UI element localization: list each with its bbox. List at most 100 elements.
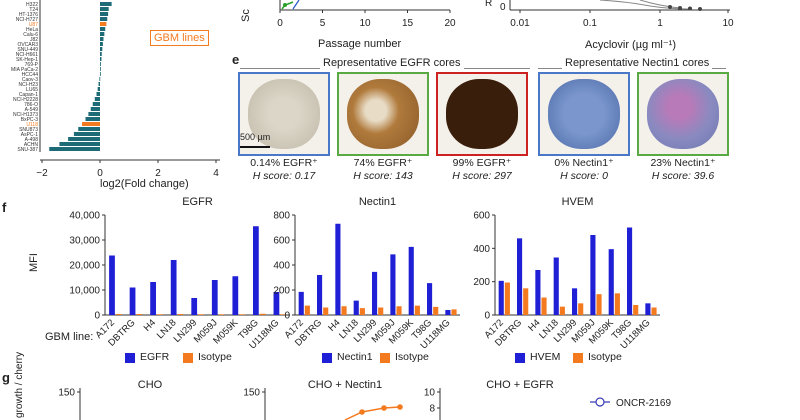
- bar: [232, 276, 239, 315]
- cell-line-label: HCC44: [22, 72, 39, 78]
- tissue-core-image: [238, 72, 330, 156]
- core-percent: 74% EGFR⁺: [353, 157, 413, 169]
- fold-change-bar: [100, 72, 101, 76]
- tissue-core-stain: [248, 79, 320, 149]
- fold-change-bar: [68, 137, 100, 141]
- bar: [427, 283, 433, 315]
- bar: [596, 294, 602, 315]
- y-tick-label: 30,000: [69, 236, 100, 247]
- panel-c-xlabel: Acyclovir (µg ml⁻¹): [585, 39, 676, 51]
- x-tick-label: −2: [36, 168, 48, 179]
- panel-b-ylabel: Sc: [240, 9, 252, 22]
- panel-f-ylabel: MFI: [28, 253, 40, 272]
- fold-change-bar: [85, 117, 100, 121]
- bar: [115, 314, 122, 315]
- fold-change-bar: [100, 12, 109, 16]
- cell-line-label: ACHN: [24, 142, 39, 148]
- legend-label: Isotype: [395, 351, 429, 363]
- gbm-line-row-label: GBM line:: [45, 331, 94, 343]
- x-tick-label: 0: [97, 168, 103, 179]
- panel-f-label: f: [2, 200, 7, 215]
- core-percent: 99% EGFR⁺: [452, 157, 512, 169]
- bar: [572, 288, 578, 315]
- legend-swatch: [573, 353, 583, 363]
- fold-change-bar: [100, 47, 103, 51]
- chart-title: CHO + Nectin1: [308, 379, 382, 391]
- tissue-core-image: [538, 72, 630, 156]
- legend-swatch: [380, 353, 390, 363]
- y-tick-label: 200: [273, 286, 290, 297]
- nectin-cores-title: Representative Nectin1 cores: [562, 57, 713, 69]
- cell-line-label: AsPC-1: [21, 132, 38, 138]
- x-tick-label: 15: [402, 18, 414, 29]
- bar: [191, 298, 198, 315]
- y-tick-label: 150: [58, 388, 75, 399]
- bar: [433, 306, 439, 315]
- x-tick-label: 5: [320, 18, 326, 29]
- legend-label: Isotype: [588, 351, 622, 363]
- cell-line-label: BxPC-3: [21, 117, 38, 123]
- data-point: [381, 405, 387, 411]
- panel-c-dose-curve: R 0 0.01 0.1 1 10: [485, 0, 734, 29]
- cell-line-label: Calu-6: [23, 32, 38, 38]
- bar: [253, 226, 259, 315]
- x-tick-label: 2: [155, 168, 161, 179]
- panel-b-line-chart: 0 5 10 15 20: [277, 0, 456, 29]
- y-axis-label: growth / cherry: [14, 352, 25, 418]
- legend-label: Nectin1: [337, 351, 373, 363]
- cell-line-label: Capan-1: [19, 92, 38, 98]
- panel-e-label: e: [232, 52, 240, 67]
- bar: [553, 257, 559, 315]
- core-h-score: H score: 0.17: [252, 170, 316, 182]
- legend-label: EGFR: [140, 351, 170, 363]
- cell-line-label: NCI-H23: [19, 82, 39, 88]
- cell-line-label: J82: [30, 37, 38, 43]
- cell-line-label: NCI-H2228: [13, 97, 38, 103]
- cell-line-label: Caov-3: [22, 77, 38, 83]
- y-tick-label: 40,000: [69, 211, 100, 222]
- bar: [304, 305, 310, 315]
- legend-marker: [595, 397, 605, 407]
- y-tick-label: 150: [243, 388, 260, 399]
- y-tick-label: 10,000: [69, 286, 100, 297]
- y-tick-label: 400: [473, 244, 490, 255]
- bar: [541, 297, 547, 315]
- bar: [651, 307, 657, 315]
- legend-swatch: [125, 353, 135, 363]
- bar: [645, 303, 651, 315]
- y-tick-label: 200: [473, 277, 490, 288]
- fold-change-bar: [97, 87, 100, 91]
- bar: [590, 235, 596, 315]
- panel-a-xlabel: log2(Fold change): [100, 178, 189, 190]
- cell-line-label: SNU-387: [17, 147, 38, 153]
- bar: [559, 306, 565, 315]
- bar: [627, 227, 633, 315]
- legend-label: HVEM: [530, 351, 561, 363]
- data-point: [678, 6, 682, 10]
- cell-line-label: H322: [26, 2, 38, 8]
- bar: [353, 300, 359, 315]
- bar: [177, 314, 184, 315]
- core-caption: 99% EGFR⁺ H score: 297: [432, 157, 532, 183]
- fold-change-bar: [100, 27, 106, 31]
- y-tick-label: 8: [429, 404, 435, 415]
- cell-line-label: NCI-H727: [16, 17, 38, 23]
- bar: [359, 308, 365, 315]
- panel-g-label: g: [2, 370, 10, 385]
- data-point: [283, 3, 287, 7]
- bar: [523, 288, 529, 315]
- tissue-core-stain: [446, 79, 518, 149]
- fold-change-bar: [100, 37, 104, 41]
- y-tick-label: 400: [273, 261, 290, 272]
- fold-change-bar: [94, 97, 100, 101]
- core-h-score: H score: 297: [452, 170, 512, 182]
- cell-line-label: T24: [29, 7, 38, 13]
- series-line: [344, 406, 401, 420]
- series-line: [292, 0, 300, 10]
- y-tick-label: 600: [273, 236, 290, 247]
- core-caption: 0.14% EGFR⁺ H score: 0.17: [234, 157, 334, 183]
- chart-title: EGFR: [182, 196, 213, 208]
- chart-title: HVEM: [562, 196, 594, 208]
